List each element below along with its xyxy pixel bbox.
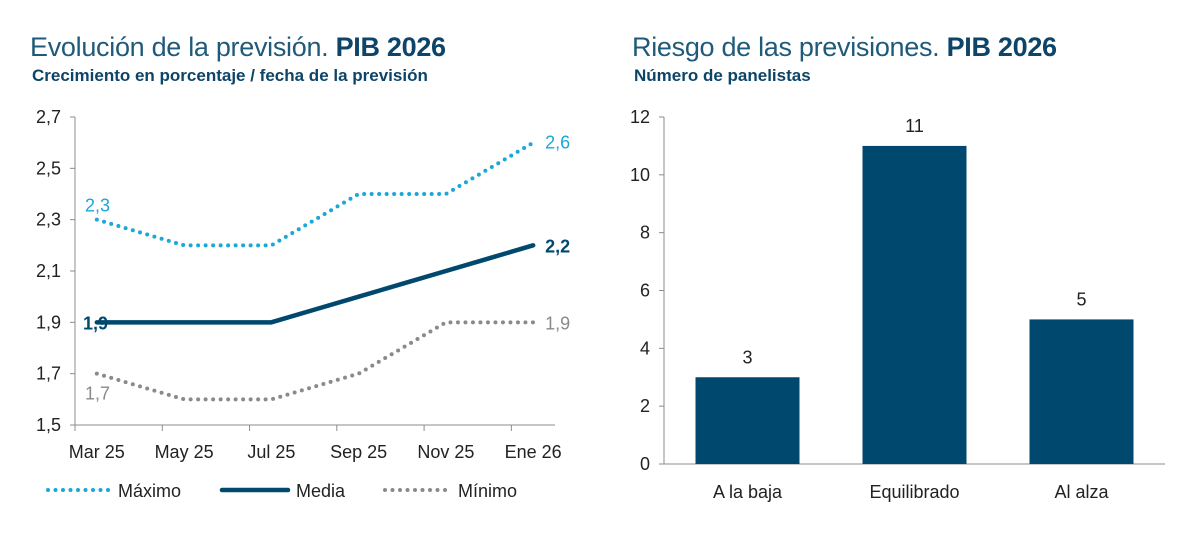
bar-value-label: 3 <box>742 347 752 367</box>
y-tick-label: 6 <box>640 281 650 301</box>
series-line-mínimo <box>94 320 536 402</box>
y-tick-label: 2 <box>640 396 650 416</box>
y-tick-label: 1,5 <box>36 415 61 435</box>
y-tick-label: 12 <box>630 107 650 127</box>
max-start-label: 2,3 <box>85 196 110 216</box>
x-tick-label: Al alza <box>1054 482 1109 502</box>
bar-al-alza <box>1029 319 1134 464</box>
bar-equilibrado <box>862 145 967 464</box>
y-tick-label: 2,7 <box>36 107 61 127</box>
x-tick-label: Sep 25 <box>330 442 387 462</box>
line-chart: 1,5 1,7 1,9 2,1 2,3 2,5 2,7 Mar 25 May 25 Jul 25 S… <box>36 107 570 501</box>
bar-chart-title-bold: PIB 2026 <box>946 32 1057 62</box>
min-start-label: 1,7 <box>85 384 110 404</box>
series-line-máximo <box>94 140 536 248</box>
min-end-label: 1,9 <box>545 313 570 333</box>
max-end-label: 2,6 <box>545 133 570 153</box>
y-tick-label: 2,3 <box>36 210 61 230</box>
line-chart-subtitle: Crecimiento en porcentaje / fecha de la … <box>32 66 428 85</box>
bar-chart-title-text: Riesgo de las previsiones. <box>632 32 940 62</box>
line-chart-title: Evolución de la previsión. PIB 2026 <box>30 32 446 63</box>
bar-chart-panel: Riesgo de las previsiones. PIB 2026 Núme… <box>600 0 1200 538</box>
media-end-label: 2,2 <box>545 236 570 256</box>
bar-value-label: 11 <box>905 116 924 136</box>
y-tick-label: 1,7 <box>36 364 61 384</box>
y-tick-label: 8 <box>640 223 650 243</box>
y-tick-label: 4 <box>640 338 650 358</box>
x-tick-label: A la baja <box>713 482 783 502</box>
x-tick-label: Nov 25 <box>417 442 474 462</box>
bar-chart-title: Riesgo de las previsiones. PIB 2026 <box>632 32 1057 63</box>
line-chart-title-bold: PIB 2026 <box>335 32 446 62</box>
bar-value-label: 5 <box>1076 289 1086 309</box>
y-tick-label: 2,1 <box>36 261 61 281</box>
bar-a-la-baja <box>695 377 800 464</box>
x-tick-label: Equilibrado <box>869 482 959 502</box>
media-start-label: 1,9 <box>83 313 108 333</box>
y-tick-label: 0 <box>640 454 650 474</box>
x-tick-label: Jul 25 <box>247 442 295 462</box>
legend-label-mínimo: Mínimo <box>458 481 517 501</box>
legend-label-máximo: Máximo <box>118 481 181 501</box>
line-chart-panel: Evolución de la previsión. PIB 2026 Crec… <box>30 32 570 501</box>
y-tick-label: 10 <box>630 165 650 185</box>
bar-chart: 0 2 4 6 8 10 12 3 A la baja 11 Equilibrado 5 Al alza <box>630 107 1165 502</box>
x-tick-label: Ene 26 <box>505 442 562 462</box>
x-tick-label: May 25 <box>155 442 214 462</box>
series-line-media <box>94 243 536 325</box>
bar-chart-subtitle: Número de panelistas <box>634 66 811 85</box>
line-chart-title-text: Evolución de la previsión. <box>30 32 329 62</box>
legend-label-media: Media <box>296 481 346 501</box>
y-tick-label: 2,5 <box>36 158 61 178</box>
y-tick-label: 1,9 <box>36 312 61 332</box>
x-tick-label: Mar 25 <box>69 442 125 462</box>
